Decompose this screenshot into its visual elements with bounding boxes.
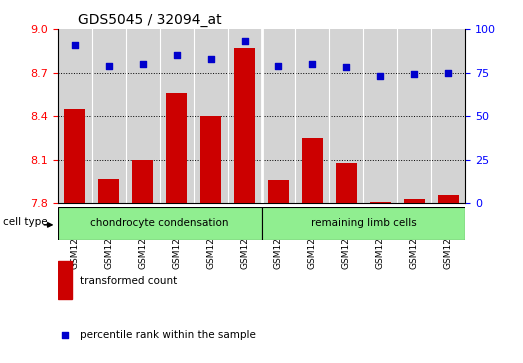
Bar [228, 29, 262, 203]
Bar [98, 179, 119, 203]
Bar [262, 29, 295, 203]
Text: GDS5045 / 32094_at: GDS5045 / 32094_at [78, 13, 222, 26]
Bar [132, 160, 153, 203]
Bar [58, 207, 262, 240]
Bar [431, 29, 465, 203]
Text: cell type: cell type [3, 217, 48, 227]
Point [275, 63, 283, 69]
Bar [58, 29, 92, 203]
Bar [92, 29, 126, 203]
Bar [58, 261, 72, 299]
Point [173, 52, 181, 58]
Bar [160, 29, 194, 203]
Point [411, 72, 419, 77]
Point [105, 63, 113, 69]
Point [138, 61, 146, 67]
Text: transformed count: transformed count [80, 276, 177, 286]
Point [445, 70, 453, 76]
Bar [126, 29, 160, 203]
Text: remaining limb cells: remaining limb cells [311, 218, 416, 228]
Text: chondrocyte condensation: chondrocyte condensation [90, 218, 229, 228]
Text: percentile rank within the sample: percentile rank within the sample [80, 330, 256, 340]
Point [61, 333, 69, 338]
Bar [194, 29, 228, 203]
Bar [262, 207, 465, 240]
Bar [234, 48, 255, 203]
Point [206, 56, 215, 62]
Point [377, 73, 385, 79]
Bar [438, 195, 459, 203]
Bar [336, 163, 357, 203]
Bar [404, 199, 425, 203]
Point [343, 65, 351, 70]
Bar [302, 138, 323, 203]
Point [241, 38, 249, 44]
Bar [295, 29, 329, 203]
Bar [397, 29, 431, 203]
Bar [268, 180, 289, 203]
Bar [370, 202, 391, 203]
Point [70, 42, 78, 48]
Bar [329, 29, 363, 203]
Bar [363, 29, 397, 203]
Bar [200, 116, 221, 203]
Bar [166, 93, 187, 203]
Bar [64, 109, 85, 203]
Point [309, 61, 317, 67]
